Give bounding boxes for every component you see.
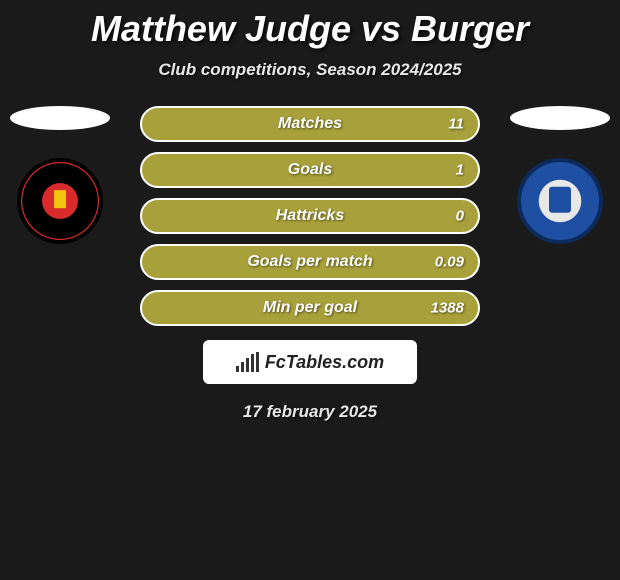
stat-value-right: 0.09 — [435, 254, 464, 271]
stat-label: Hattricks — [276, 207, 344, 225]
stat-row-gpm: Goals per match 0.09 — [140, 244, 480, 280]
page-title: Matthew Judge vs Burger — [0, 8, 620, 50]
stat-label: Goals per match — [247, 253, 372, 271]
player-left-column — [0, 106, 120, 244]
infographic-container: Matthew Judge vs Burger Club competition… — [0, 0, 620, 422]
stat-row-goals: Goals 1 — [140, 152, 480, 188]
stat-label: Min per goal — [263, 299, 357, 317]
player-right-column — [500, 106, 620, 244]
stats-area: Matches 11 Goals 1 Hattricks 0 Goals per… — [0, 106, 620, 326]
club-badge-right — [517, 158, 603, 244]
stat-label: Goals — [288, 161, 332, 179]
player-silhouette-left — [10, 106, 110, 130]
stat-value-right: 1 — [456, 162, 464, 179]
date-label: 17 february 2025 — [0, 402, 620, 422]
stat-value-right: 0 — [456, 208, 464, 225]
stat-row-matches: Matches 11 — [140, 106, 480, 142]
stat-value-right: 11 — [448, 116, 464, 133]
brand-icon — [236, 352, 259, 372]
stat-label: Matches — [278, 115, 342, 133]
stat-row-mpg: Min per goal 1388 — [140, 290, 480, 326]
stat-value-right: 1388 — [431, 300, 464, 317]
stat-row-hattricks: Hattricks 0 — [140, 198, 480, 234]
club-badge-left — [17, 158, 103, 244]
brand-text: FcTables.com — [265, 352, 384, 373]
player-silhouette-right — [510, 106, 610, 130]
stat-rows: Matches 11 Goals 1 Hattricks 0 Goals per… — [140, 106, 480, 326]
subtitle: Club competitions, Season 2024/2025 — [0, 60, 620, 80]
brand-box: FcTables.com — [203, 340, 417, 384]
